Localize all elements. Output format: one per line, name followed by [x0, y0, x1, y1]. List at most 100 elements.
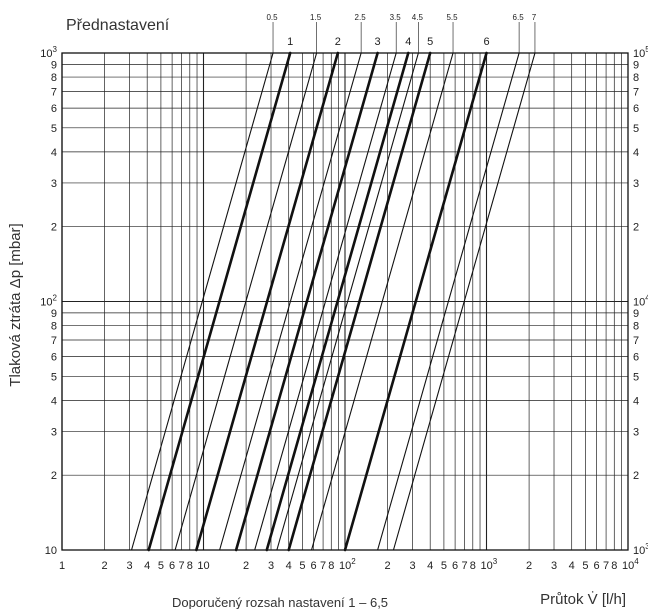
x-tick-label: 5: [582, 560, 588, 572]
x-tick-label: 6: [452, 560, 458, 572]
y2-tick-label: 3: [633, 178, 639, 190]
y-tick-label: 3: [51, 178, 57, 190]
y-tick-label: 3: [51, 426, 57, 438]
y-tick-label: 6: [51, 352, 57, 364]
y-tick-label: 4: [51, 395, 57, 407]
y-tick-label: 9: [51, 308, 57, 320]
curve-5: [287, 51, 432, 552]
y2-tick-label: 4: [633, 395, 639, 407]
y-tick-label: 10: [45, 545, 57, 557]
y-tick-label: 9: [51, 59, 57, 71]
x-tick-label: 8: [611, 560, 617, 572]
curve-7: [392, 52, 536, 551]
curve-label: 2: [335, 36, 341, 48]
x-tick-label: 6: [311, 560, 317, 572]
x-tick-label: 10: [197, 560, 209, 572]
y2-tick-label: 9: [633, 59, 639, 71]
y2-tick-label: 8: [633, 321, 639, 333]
x-tick-label: 5: [441, 560, 447, 572]
curve-6-5: [377, 52, 520, 551]
chart-title: Přednastavení: [66, 17, 170, 34]
y2-tick-label: 3: [633, 426, 639, 438]
curves: [130, 51, 536, 552]
y2-tick-label: 6: [633, 352, 639, 364]
x-tick-label: 2: [243, 560, 249, 572]
y2-tick-label: 2: [633, 470, 639, 482]
y2-tick-label: 104: [633, 294, 648, 309]
curve-1: [147, 51, 292, 552]
curve-0-5: [130, 52, 274, 551]
x-tick-label: 2: [102, 560, 108, 572]
x-tick-label: 5: [158, 560, 164, 572]
y2-tick-label: 7: [633, 335, 639, 347]
curve-label: 3.5: [390, 13, 402, 22]
x-tick-label: 7: [179, 560, 185, 572]
curve-6: [343, 51, 488, 552]
curve-4-5: [276, 52, 419, 551]
x-tick-label: 8: [187, 560, 193, 572]
x-tick-label: 6: [169, 560, 175, 572]
curve-label: 3: [375, 36, 381, 48]
x-tick-label: 5: [299, 560, 305, 572]
y2-tick-label: 5: [633, 123, 639, 135]
curve-label: 7: [532, 13, 537, 22]
grid: [61, 52, 629, 551]
x-tick-label: 7: [462, 560, 468, 572]
x-tick-label: 3: [409, 560, 415, 572]
x-tick-label: 103: [481, 557, 498, 572]
curve-label: 1: [287, 36, 293, 48]
curve-2-5: [219, 52, 362, 551]
curve-label: 4: [405, 36, 411, 48]
x-tick-label: 8: [470, 560, 476, 572]
curve-label: 2.5: [355, 13, 367, 22]
x-tick-label: 7: [320, 560, 326, 572]
y-tick-label: 5: [51, 371, 57, 383]
curve-labels: 0.5 1 1.5 2 2.5 3 3.5 4 4.5 5 5.5 6 6.5 7: [266, 13, 537, 53]
y2-tick-label: 105: [633, 45, 648, 60]
y2-tick-label: 6: [633, 103, 639, 115]
curve-3: [234, 51, 379, 552]
y-tick-label: 7: [51, 335, 57, 347]
x-tick-label: 3: [126, 560, 132, 572]
tick-labels: 1 2 3 4 5 6 7 8 10 2 3 4 5 6 7 8 102 2 3 4 5 6 7 8 103 2 3 4 5 6 7 8 104…: [40, 45, 648, 572]
x-tick-label: 102: [339, 557, 356, 572]
x-tick-label: 2: [385, 560, 391, 572]
x-tick-label: 3: [551, 560, 557, 572]
x-tick-label: 8: [328, 560, 334, 572]
x-axis-label: Průtok V̇ [l/h]: [540, 591, 626, 608]
x-tick-label: 104: [622, 557, 639, 572]
y-tick-label: 2: [51, 470, 57, 482]
x-tick-label: 4: [427, 560, 433, 572]
y-axis-label: Tlaková ztráta Δp [mbar]: [7, 223, 24, 386]
curve-1-5: [174, 52, 318, 551]
y-tick-label: 102: [40, 294, 57, 309]
curve-label: 1.5: [310, 13, 322, 22]
y-tick-label: 7: [51, 86, 57, 98]
y-tick-label: 2: [51, 222, 57, 234]
y-tick-label: 103: [40, 45, 57, 60]
y2-tick-label: 9: [633, 308, 639, 320]
y-tick-label: 8: [51, 72, 57, 84]
curve-3-5: [254, 52, 397, 551]
y2-tick-label: 4: [633, 147, 639, 159]
x-tick-label: 2: [526, 560, 532, 572]
y-tick-label: 8: [51, 321, 57, 333]
curve-label: 6.5: [513, 13, 525, 22]
x-tick-label: 6: [594, 560, 600, 572]
y2-tick-label: 103: [633, 542, 648, 557]
recommended-range-note: Doporučený rozsah nastavení 1 – 6,5: [172, 595, 388, 609]
curve-4: [265, 51, 410, 552]
y-tick-label: 6: [51, 103, 57, 115]
curve-label: 5: [427, 36, 433, 48]
y-tick-label: 5: [51, 123, 57, 135]
x-tick-label: 3: [268, 560, 274, 572]
x-tick-label: 1: [59, 560, 65, 572]
curve-2: [195, 51, 340, 552]
curve-5-5: [310, 52, 454, 551]
curve-label: 0.5: [266, 13, 278, 22]
y2-tick-label: 8: [633, 72, 639, 84]
y-tick-label: 4: [51, 147, 57, 159]
curve-label: 5.5: [446, 13, 458, 22]
curve-label: 6: [483, 36, 489, 48]
